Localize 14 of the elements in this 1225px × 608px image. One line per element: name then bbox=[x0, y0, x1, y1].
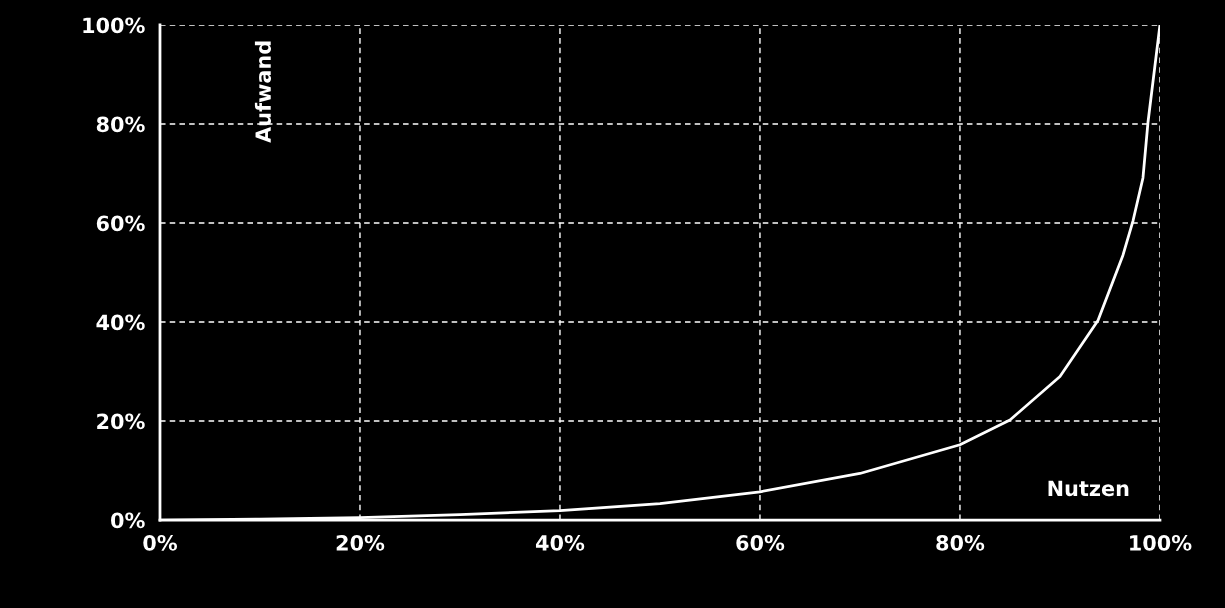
x-tick-label: 80% bbox=[936, 534, 985, 551]
x-tick-label: 100% bbox=[1130, 534, 1192, 551]
y-tick-label: 80% bbox=[96, 116, 145, 133]
y-tick-label: 40% bbox=[96, 314, 145, 331]
y-tick-label: 60% bbox=[96, 215, 145, 232]
x-axis-title: Nutzen bbox=[1048, 480, 1129, 497]
x-tick-label: 0% bbox=[143, 534, 178, 551]
y-tick-label: 100% bbox=[83, 17, 145, 34]
y-axis-title: Aufwand bbox=[254, 41, 272, 143]
x-tick-label: 20% bbox=[336, 534, 385, 551]
y-tick-label: 0% bbox=[111, 512, 145, 529]
y-tick-label: 20% bbox=[97, 413, 145, 430]
x-tick-label: 60% bbox=[736, 534, 785, 551]
x-tick-label: 40% bbox=[535, 534, 585, 551]
